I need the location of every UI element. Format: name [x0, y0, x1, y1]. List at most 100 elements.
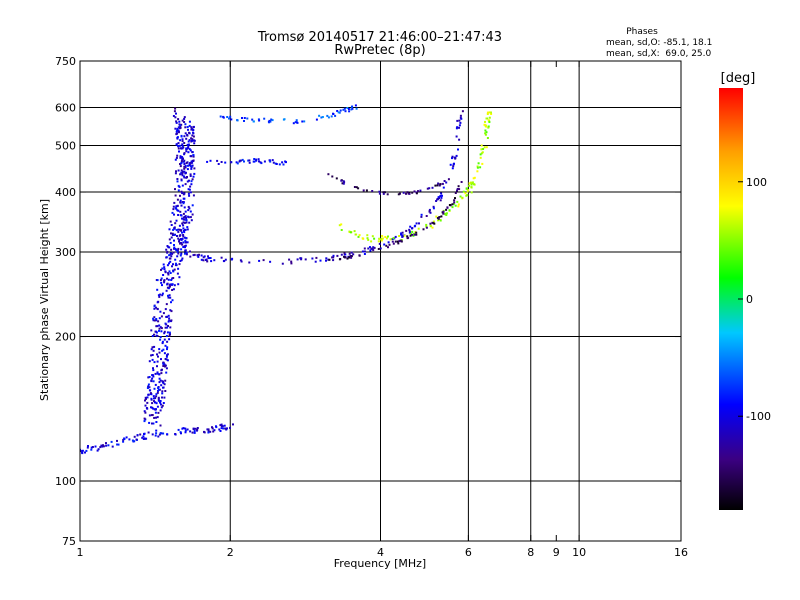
data-point [157, 399, 160, 402]
data-point [180, 204, 183, 207]
data-point [159, 401, 161, 404]
data-point [411, 233, 413, 236]
data-point [182, 216, 185, 219]
data-point [408, 230, 411, 233]
data-point [484, 129, 487, 132]
data-point [172, 270, 175, 273]
data-point [459, 121, 462, 124]
data-point [271, 159, 274, 162]
data-point [166, 283, 169, 286]
data-point [179, 199, 182, 202]
data-point [246, 117, 249, 120]
data-point [378, 237, 381, 240]
data-point [380, 239, 383, 242]
data-point [476, 170, 479, 173]
y-tick-label: 200 [55, 331, 76, 344]
data-point [399, 192, 401, 195]
data-point [484, 132, 487, 135]
data-point [171, 232, 174, 235]
data-point [186, 241, 189, 244]
data-point [187, 164, 189, 167]
data-point [186, 226, 189, 229]
data-point [152, 367, 154, 370]
data-point [224, 427, 227, 430]
data-point [457, 205, 460, 208]
data-point [151, 346, 154, 349]
data-point [179, 254, 182, 257]
data-point [145, 397, 147, 400]
data-point [169, 333, 171, 336]
data-point [159, 336, 162, 339]
data-point [348, 256, 351, 259]
data-point [189, 175, 192, 177]
data-point [160, 403, 162, 406]
data-point [179, 210, 182, 213]
data-point [206, 260, 209, 263]
data-point [150, 379, 153, 382]
data-point [271, 119, 274, 122]
data-point [172, 263, 174, 266]
data-point [160, 327, 163, 330]
x-tick-label: 6 [465, 546, 472, 559]
data-point [466, 194, 469, 196]
data-point [203, 431, 206, 434]
data-point [196, 427, 199, 429]
data-point [146, 401, 149, 404]
data-point [152, 375, 155, 378]
data-point [437, 219, 440, 222]
data-point [172, 115, 175, 117]
data-point [394, 235, 397, 238]
data-point [456, 119, 459, 122]
data-point [147, 393, 150, 396]
data-point [179, 165, 182, 168]
data-point [332, 259, 335, 262]
data-point [267, 120, 270, 123]
data-point [217, 163, 220, 165]
data-point [158, 381, 161, 384]
data-point [167, 287, 170, 290]
data-point [178, 185, 181, 188]
data-point [411, 191, 414, 194]
data-point [484, 120, 486, 123]
data-point [177, 247, 180, 250]
data-point [159, 326, 162, 329]
data-point [158, 317, 161, 320]
data-point [159, 432, 162, 435]
data-point [449, 163, 452, 166]
data-point [418, 222, 420, 225]
data-point [320, 116, 323, 119]
data-point [179, 431, 182, 434]
data-point [143, 432, 146, 435]
data-point [156, 372, 159, 375]
data-point [454, 197, 456, 200]
data-point [176, 204, 179, 207]
data-point [182, 221, 185, 224]
data-point [409, 225, 412, 228]
colorbar-tick-label: -100 [746, 410, 771, 423]
data-point [122, 438, 125, 441]
data-point [415, 222, 418, 225]
data-point [162, 348, 165, 351]
data-point [443, 180, 446, 182]
data-point [151, 433, 154, 436]
data-point [373, 237, 376, 240]
data-point [182, 241, 185, 244]
data-point [208, 257, 210, 260]
data-point [168, 338, 171, 341]
data-point [183, 167, 186, 170]
data-point [167, 325, 169, 327]
data-point [173, 110, 176, 113]
data-point [176, 178, 179, 180]
data-point [391, 240, 394, 243]
data-point [181, 257, 184, 260]
data-point [122, 440, 125, 443]
data-point [156, 325, 159, 328]
data-point [452, 165, 455, 168]
data-point [184, 252, 186, 255]
data-point [343, 255, 345, 258]
data-point [383, 243, 386, 246]
data-point [387, 235, 389, 238]
data-point [334, 114, 337, 117]
data-point [189, 173, 192, 176]
data-point [487, 119, 490, 122]
